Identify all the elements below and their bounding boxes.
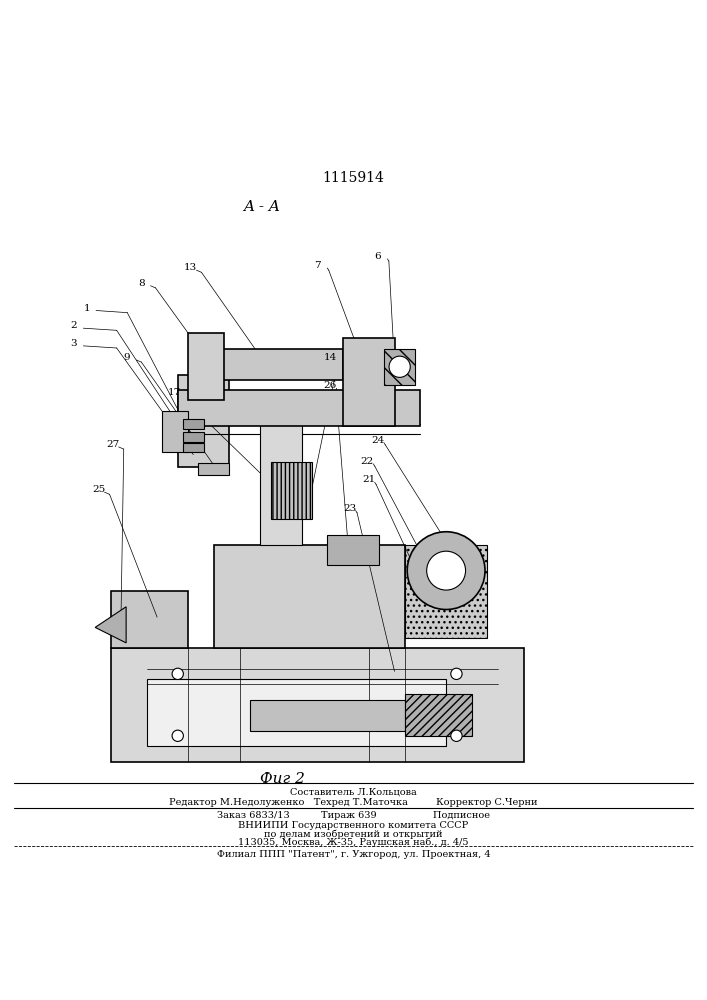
Text: 7: 7 [315, 261, 321, 270]
Bar [183, 443, 204, 452]
Text: Фиг 2: Фиг 2 [260, 772, 305, 786]
Bar [188, 333, 224, 400]
Bar [343, 338, 395, 426]
Text: Заказ 6833/13          Тираж 639                  Подписное: Заказ 6833/13 Тираж 639 Подписное [217, 811, 490, 820]
Circle shape [451, 668, 462, 680]
Text: 9: 9 [124, 353, 130, 362]
Text: 25: 25 [92, 485, 105, 494]
Bar [271, 462, 312, 519]
Bar [162, 411, 188, 452]
Bar [110, 591, 188, 648]
Text: 1: 1 [83, 304, 90, 313]
Text: по делам изобретений и открытий: по делам изобретений и открытий [264, 829, 443, 839]
Text: 17: 17 [168, 388, 182, 397]
Text: 22: 22 [361, 457, 374, 466]
Bar [405, 545, 487, 638]
Circle shape [407, 532, 485, 610]
Text: Составитель Л.Кольцова: Составитель Л.Кольцова [290, 788, 417, 797]
Bar [110, 648, 523, 762]
Text: Редактор М.Недолуженко   Техред Т.Маточка         Корректор С.Черни: Редактор М.Недолуженко Техред Т.Маточка … [169, 798, 538, 807]
Text: 6: 6 [375, 252, 381, 261]
Bar [250, 700, 405, 731]
Text: 21: 21 [362, 475, 375, 484]
Bar [260, 411, 302, 545]
Text: 8: 8 [138, 279, 144, 288]
Circle shape [451, 730, 462, 741]
Bar [199, 463, 229, 475]
Text: 14: 14 [324, 353, 337, 362]
Text: 113035, Москва, Ж-35, Раушская наб., д. 4/5: 113035, Москва, Ж-35, Раушская наб., д. … [238, 838, 469, 847]
Text: 24: 24 [371, 436, 385, 445]
Bar [405, 694, 472, 736]
Circle shape [389, 356, 410, 377]
Bar [183, 419, 204, 429]
Text: 3: 3 [71, 339, 77, 348]
Bar [327, 535, 379, 565]
Text: 13: 13 [184, 263, 197, 272]
Bar [177, 375, 229, 467]
Bar [214, 545, 405, 648]
Polygon shape [95, 607, 126, 643]
Circle shape [172, 730, 183, 741]
Bar [183, 432, 204, 442]
Text: 26: 26 [324, 381, 337, 390]
Bar [147, 679, 446, 746]
Circle shape [426, 551, 465, 590]
Text: 27: 27 [106, 440, 119, 449]
Bar [384, 349, 415, 385]
Text: 1115914: 1115914 [322, 171, 385, 185]
Text: 2: 2 [71, 321, 77, 330]
Bar [177, 390, 420, 426]
Text: Филиал ППП "Патент", г. Ужгород, ул. Проектная, 4: Филиал ППП "Патент", г. Ужгород, ул. Про… [216, 850, 491, 859]
Text: A - A: A - A [243, 200, 280, 214]
Bar [214, 349, 343, 380]
Circle shape [172, 668, 183, 680]
Text: 23: 23 [343, 504, 356, 513]
Text: ВНИИПИ Государственного комитета СССР: ВНИИПИ Государственного комитета СССР [238, 821, 469, 830]
